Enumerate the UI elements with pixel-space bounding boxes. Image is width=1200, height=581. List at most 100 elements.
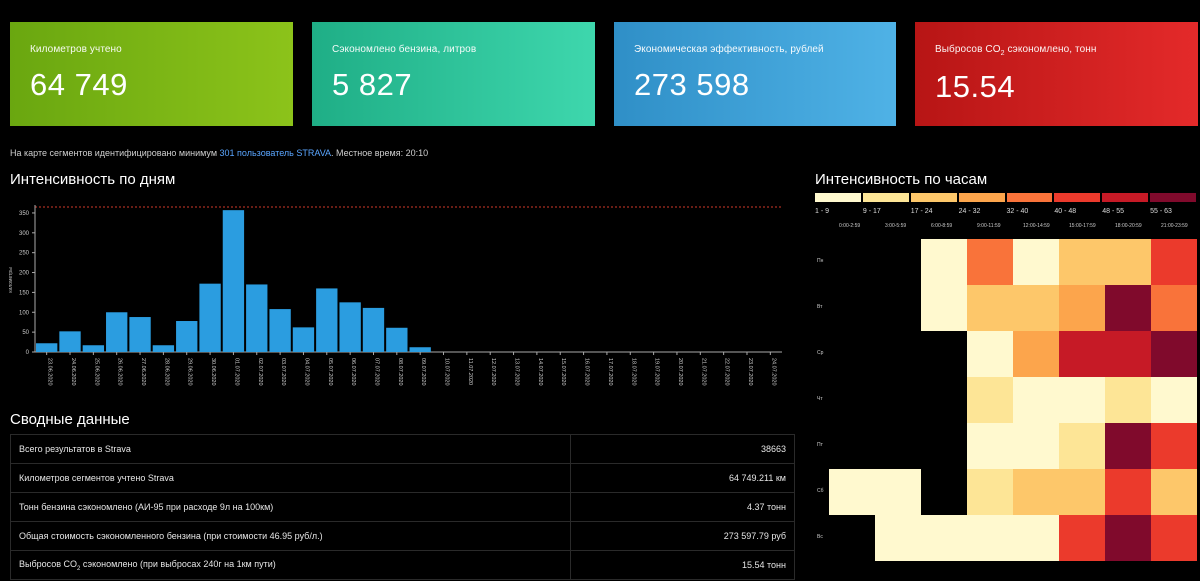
- heatmap-column-label: 6:00-8:59: [931, 223, 953, 229]
- x-tick-label: 24.07.2020: [770, 358, 776, 386]
- heatmap-column-label: 15:00-17:59: [1069, 223, 1096, 229]
- legend-swatch: [910, 193, 957, 202]
- daily-intensity-chart: 0 50 100 150 200 250 300 350 километры 23.06.2020…: [8, 205, 782, 386]
- bar: [106, 312, 128, 352]
- summary-value: 273 597.79 руб: [570, 521, 795, 551]
- heatmap-cell: [1059, 331, 1105, 377]
- heatmap-cell: [967, 423, 1013, 469]
- legend-swatch: [1150, 193, 1196, 202]
- heatmap-column-label: 21:00-23:59: [1161, 223, 1188, 229]
- x-tick-label: 18.07.2020: [630, 358, 636, 386]
- summary-table: Всего результатов в Strava 38663 Километ…: [10, 434, 795, 580]
- x-tick-label: 29.06.2020: [187, 358, 193, 386]
- heatmap-row-label: Пт: [817, 442, 824, 448]
- heatmap-cell: [1013, 377, 1059, 423]
- kpi-card-co2-saved: Выбросов CO2 сэкономлено, тонн 15.54: [915, 22, 1198, 126]
- bar: [129, 317, 151, 352]
- hourly-intensity-heatmap: Пн Вт Ср Чт Пт Сб Вс: [817, 239, 1197, 561]
- legend-label: 24 - 32: [958, 208, 981, 215]
- summary-label: Выбросов CO2 сэкономлено (при выбросах 2…: [10, 550, 571, 580]
- legend-swatch: [815, 193, 861, 202]
- heatmap-cell: [829, 469, 875, 515]
- x-tick-label: 08.07.2020: [397, 358, 403, 386]
- x-tick-label: 04.07.2020: [303, 358, 309, 386]
- x-tick-label: 16.07.2020: [584, 358, 590, 386]
- heatmap-column-label: 0:00-2:59: [839, 223, 861, 229]
- kpi-card-kilometers: Километров учтено 64 749: [10, 22, 293, 126]
- heatmap-cell: [1013, 469, 1059, 515]
- bar: [409, 347, 431, 352]
- legend-label: 9 - 17: [862, 208, 881, 215]
- y-tick-label: 50: [22, 330, 29, 336]
- heatmap-cell: [967, 515, 1013, 561]
- heatmap-cell: [1013, 239, 1059, 285]
- x-tick-label: 20.07.2020: [677, 358, 683, 386]
- summary-value: 4.37 тонн: [570, 492, 795, 522]
- x-tick-label: 13.07.2020: [514, 358, 520, 386]
- x-tick-label: 01.07.2020: [233, 358, 239, 386]
- heatmap-cell: [1013, 423, 1059, 469]
- heatmap-cell: [1105, 239, 1151, 285]
- x-tick-label: 30.06.2020: [210, 358, 216, 386]
- info-line: На карте сегментов идентифицировано мини…: [10, 148, 429, 158]
- kpi-value: 5 827: [332, 67, 413, 102]
- y-tick-label: 0: [26, 350, 30, 356]
- heatmap-cell: [967, 377, 1013, 423]
- heatmap-row-label: Чт: [817, 396, 823, 402]
- legend-swatch: [1102, 193, 1149, 202]
- heatmap-row-label: Пн: [817, 258, 824, 264]
- heatmap-cell: [875, 515, 921, 561]
- heatmap-cell: [1059, 239, 1105, 285]
- x-tick-label: 09.07.2020: [420, 358, 426, 386]
- y-axis-label: километры: [8, 267, 14, 293]
- legend-label: 40 - 48: [1054, 208, 1077, 215]
- x-tick-label: 23.06.2020: [47, 358, 53, 386]
- x-tick-label: 11.07.2020: [467, 358, 473, 385]
- table-row: Выбросов CO2 сэкономлено (при выбросах 2…: [10, 550, 795, 580]
- heatmap-cell: [1105, 469, 1151, 515]
- x-tick-label: 22.07.2020: [724, 358, 730, 386]
- bar: [222, 210, 245, 352]
- x-tick-label: 02.07.2020: [257, 358, 263, 386]
- x-tick-label: 21.07.2020: [700, 358, 706, 386]
- heatmap-cell: [921, 285, 967, 331]
- heatmap-cell: [967, 469, 1013, 515]
- legend-label: 55 - 63: [1150, 208, 1172, 215]
- heatmap-cell: [1151, 515, 1197, 561]
- kpi-value: 273 598: [634, 67, 750, 102]
- y-tick-label: 300: [19, 231, 30, 237]
- x-tick-label: 17.07.2020: [607, 358, 613, 386]
- heatmap-cell: [1151, 469, 1197, 515]
- heatmap-cell: [967, 285, 1013, 331]
- heatmap-cell: [1059, 423, 1105, 469]
- table-row: Тонн бензина сэкономлено (АИ-95 при расх…: [10, 492, 795, 522]
- heatmap-cell: [967, 331, 1013, 377]
- kpi-value: 64 749: [30, 67, 128, 102]
- table-row: Общая стоимость сэкономленного бензина (…: [10, 521, 795, 551]
- x-tick-label: 28.06.2020: [163, 358, 169, 386]
- summary-label: Общая стоимость сэкономленного бензина (…: [10, 521, 571, 551]
- strava-users-link[interactable]: 301 пользователь STRAVA: [219, 148, 332, 158]
- legend-label: 48 - 55: [1102, 208, 1125, 215]
- x-tick-label: 12.07.2020: [490, 358, 496, 386]
- kpi-card-economic-efficiency: Экономическая эффективность, рублей 273 …: [614, 22, 896, 126]
- x-tick-label: 23.07.2020: [747, 358, 753, 386]
- kpi-value: 15.54: [935, 69, 1016, 104]
- y-tick-label: 350: [19, 211, 30, 217]
- kpi-label: Экономическая эффективность, рублей: [634, 44, 824, 55]
- bar: [292, 327, 315, 352]
- table-row: Всего результатов в Strava 38663: [10, 434, 795, 464]
- y-tick-label: 150: [19, 290, 30, 296]
- heatmap-cell: [1151, 331, 1197, 377]
- legend-label: 17 - 24: [910, 208, 933, 215]
- heatmap-cell: [1151, 285, 1197, 331]
- heatmap-cell: [1105, 423, 1151, 469]
- x-tick-label: 06.07.2020: [350, 358, 356, 386]
- heatmap-column-label: 18:00-20:59: [1115, 223, 1142, 229]
- heatmap-cell: [921, 515, 967, 561]
- heatmap-cell: [1013, 285, 1059, 331]
- bar: [269, 309, 291, 352]
- heatmap-row-label: Ср: [817, 350, 824, 356]
- heatmap-column-label: 9:00-11:59: [977, 223, 1001, 229]
- heatmap-cell: [1013, 515, 1059, 561]
